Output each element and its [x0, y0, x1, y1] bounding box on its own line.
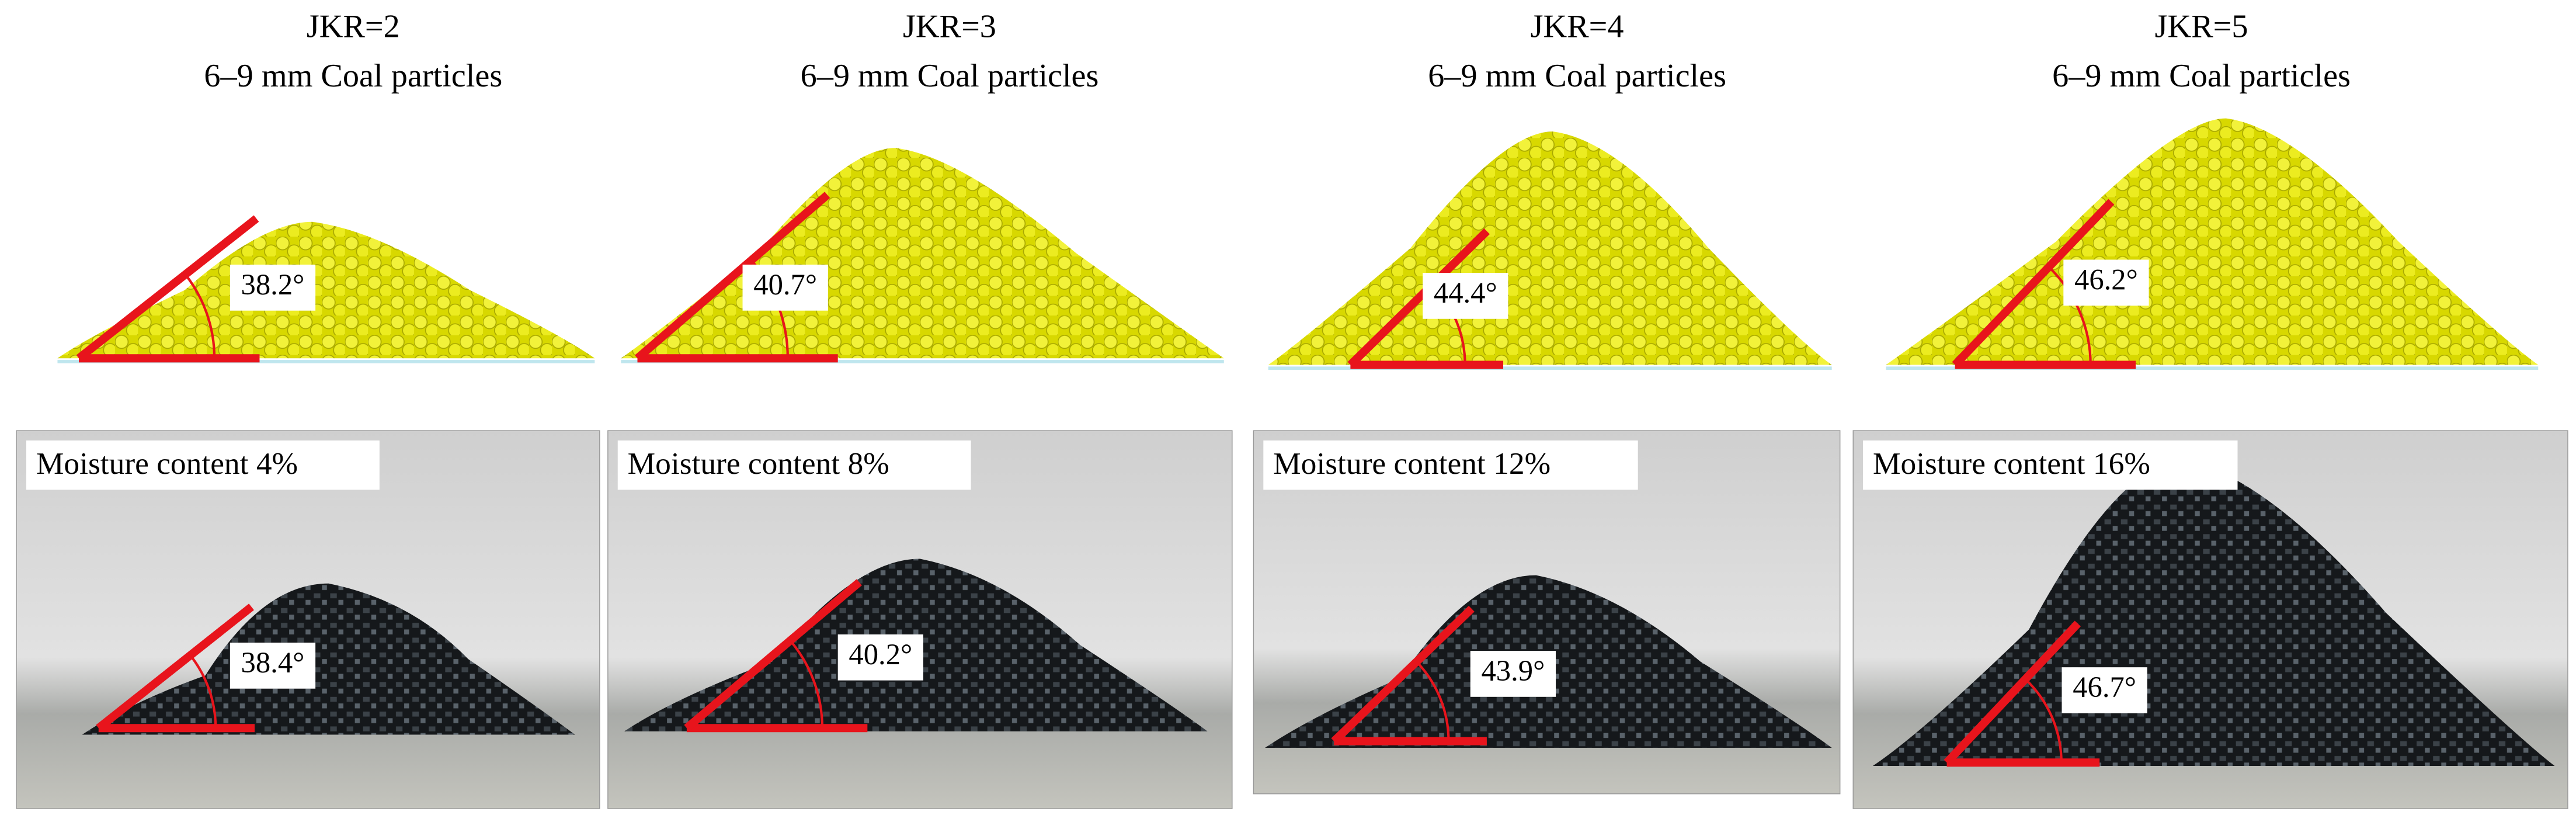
experiment-angle: 38.4°	[241, 646, 305, 679]
simulation-angle: 40.7°	[753, 268, 817, 301]
angle-label-box	[2063, 259, 2149, 306]
slope-line	[684, 579, 862, 731]
simulation-angle: 46.2°	[2074, 263, 2138, 296]
angle-arc	[789, 640, 824, 729]
slope-line	[1944, 620, 2081, 766]
jkr-title: JKR=5	[2155, 9, 2248, 45]
angle-label-box	[742, 264, 828, 311]
moisture-label-box	[617, 440, 971, 490]
moisture-label: Moisture content 8%	[628, 446, 889, 481]
slope-line	[1952, 199, 2115, 368]
panel: JKR=3 6–9 mm Coal particles 40.7° Moisture …	[607, 9, 1233, 809]
simulated-pile	[1268, 131, 1832, 365]
moisture-label-box	[26, 440, 380, 490]
angle-label-box	[230, 642, 316, 689]
moisture-label: Moisture content 12%	[1273, 446, 1551, 481]
jkr-title: JKR=4	[1531, 9, 1624, 45]
angle-arc	[1416, 661, 1450, 741]
moisture-label: Moisture content 16%	[1873, 446, 2150, 481]
angle-arc	[189, 654, 217, 729]
panel: JKR=2 6–9 mm Coal particles 38.2° Moisture …	[16, 9, 600, 809]
slope-line	[76, 215, 259, 362]
simulated-pile	[621, 148, 1224, 359]
particle-size: 6–9 mm Coal particles	[801, 58, 1099, 94]
jkr-title: JKR=2	[307, 9, 400, 45]
slope-line	[1331, 605, 1475, 744]
angle-label-box	[837, 634, 923, 681]
experiment-angle: 43.9°	[1481, 654, 1545, 687]
panel: JKR=4 6–9 mm Coal particles 44.4° Moisture …	[1253, 9, 1841, 795]
coal-pile	[82, 583, 575, 735]
slope-line	[1347, 228, 1490, 368]
particle-size: 6–9 mm Coal particles	[204, 58, 502, 94]
simulation-angle: 44.4°	[1434, 276, 1497, 309]
slope-line	[634, 192, 830, 362]
experiment-angle: 40.2°	[849, 638, 912, 671]
coal-pile	[1872, 460, 2555, 766]
jkr-title: JKR=3	[903, 9, 996, 45]
angle-label-box	[230, 264, 316, 311]
angle-label-box	[1423, 273, 1508, 319]
angle-arc	[184, 273, 216, 359]
experiment-angle: 46.7°	[2073, 671, 2136, 703]
angle-label-box	[2062, 667, 2147, 713]
angle-arc	[2047, 266, 2092, 365]
simulation-angle: 38.2°	[241, 268, 305, 301]
moisture-label: Moisture content 4%	[36, 446, 298, 481]
moisture-label-box	[1263, 440, 1638, 490]
moisture-label-box	[1863, 440, 2238, 490]
panel: JKR=5 6–9 mm Coal particles 46.2° Moisture …	[1852, 9, 2568, 809]
simulated-pile	[1886, 118, 2539, 365]
angle-arc	[2024, 678, 2063, 763]
particle-size: 6–9 mm Coal particles	[2052, 58, 2351, 94]
angle-label-box	[1470, 651, 1556, 697]
particle-size: 6–9 mm Coal particles	[1428, 58, 1726, 94]
simulated-pile	[57, 221, 595, 359]
slope-line	[96, 603, 254, 731]
